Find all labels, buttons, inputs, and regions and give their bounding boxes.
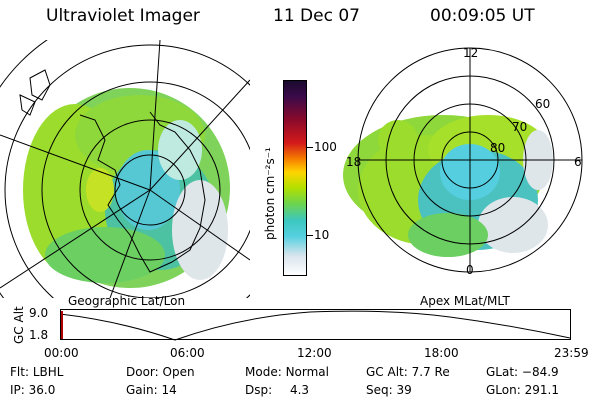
- ip-value: 36.0: [28, 383, 56, 397]
- glat-label: GLat:: [486, 365, 519, 379]
- colorbar-tick-10: 10: [314, 228, 330, 242]
- mode-field: Mode: Normal: [245, 365, 329, 379]
- date-label: 11 Dec 07: [273, 6, 360, 26]
- lat-label-70: 70: [512, 120, 528, 134]
- flt-label: Flt:: [10, 365, 29, 379]
- flt-field: Flt: LBHL: [10, 365, 63, 379]
- geographic-caption: Geographic Lat/Lon: [68, 294, 186, 308]
- colorbar-tick-100-mark: [307, 147, 313, 148]
- magnetic-polar-panel: [343, 47, 583, 273]
- gain-label: Gain:: [126, 383, 158, 397]
- lat-label-80: 80: [490, 141, 506, 155]
- mlt-label-0: 0: [466, 263, 474, 277]
- door-field: Door: Open: [126, 365, 195, 379]
- mode-value: Normal: [285, 365, 329, 379]
- flt-value: LBHL: [32, 365, 64, 379]
- magnetic-caption: Apex MLat/MLT: [420, 294, 510, 308]
- dsp-value: 4.3: [289, 383, 310, 397]
- x-tick-0000: 00:00: [44, 346, 79, 360]
- mlt-label-12: 12: [463, 46, 479, 60]
- altitude-axis-label: GC Alt: [12, 306, 26, 344]
- x-tick-1800: 18:00: [424, 346, 459, 360]
- colorbar-unit-label: photon cm⁻²s⁻¹: [263, 147, 277, 240]
- glon-value: 291.1: [524, 383, 559, 397]
- time-label: 00:09:05 UT: [430, 6, 535, 26]
- gain-field: Gain: 14: [126, 383, 177, 397]
- mode-label: Mode:: [245, 365, 282, 379]
- altitude-tick-high: 9.0: [29, 306, 49, 320]
- geographic-image-panel: [0, 40, 250, 298]
- instrument-title: Ultraviolet Imager: [46, 6, 200, 26]
- seq-field: Seq: 39: [366, 383, 412, 397]
- x-tick-0600: 06:00: [170, 346, 205, 360]
- x-tick-2359: 23:59: [554, 346, 589, 360]
- door-value: Open: [162, 365, 195, 379]
- seq-value: 39: [396, 383, 412, 397]
- colorbar-tick-100: 100: [314, 140, 337, 154]
- glat-value: −84.9: [521, 365, 559, 379]
- gcalt-value: 7.7 Re: [411, 365, 450, 379]
- colorbar: [283, 80, 307, 276]
- lat-label-60: 60: [535, 97, 551, 111]
- mlt-label-6: 6: [574, 155, 582, 169]
- dsp-label: Dsp:: [245, 383, 273, 397]
- colorbar-tick-10-mark: [307, 235, 313, 236]
- mlt-label-18: 18: [346, 155, 362, 169]
- altitude-plot: [60, 309, 571, 341]
- gain-value: 14: [161, 383, 177, 397]
- gcalt-label: GC Alt:: [366, 365, 408, 379]
- ip-field: IP: 36.0: [10, 383, 55, 397]
- glon-label: GLon:: [486, 383, 521, 397]
- glon-field: GLon: 291.1: [486, 383, 559, 397]
- gcalt-field: GC Alt: 7.7 Re: [366, 365, 450, 379]
- x-tick-1200: 12:00: [297, 346, 332, 360]
- glat-field: GLat: −84.9: [486, 365, 559, 379]
- ip-label: IP:: [10, 383, 25, 397]
- seq-label: Seq:: [366, 383, 393, 397]
- door-label: Door:: [126, 365, 159, 379]
- altitude-tick-low: 1.8: [29, 328, 49, 342]
- dsp-field: Dsp: 4.3: [245, 383, 309, 397]
